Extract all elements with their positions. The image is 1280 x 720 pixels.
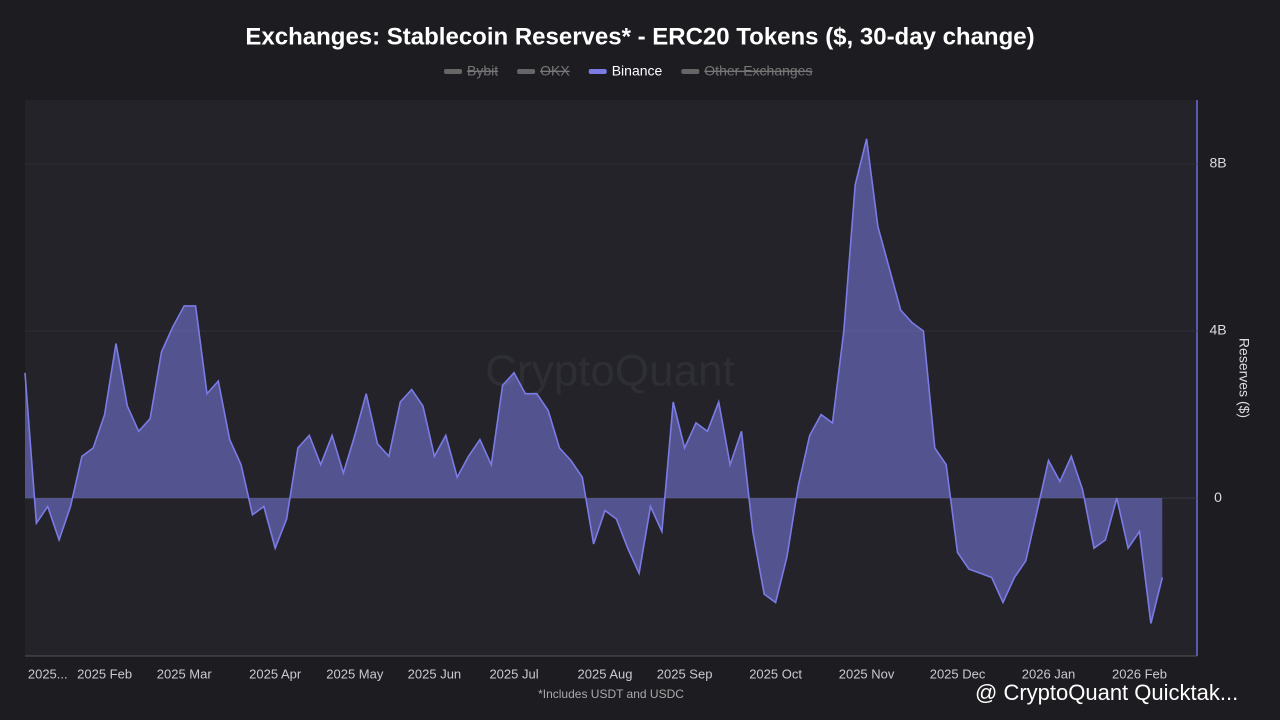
- x-tick-label: 2025 Jun: [408, 666, 462, 681]
- y-tick-label: 8B: [1209, 155, 1226, 171]
- legend-label: OKX: [540, 63, 570, 79]
- x-tick-label: 2025 Jul: [489, 666, 538, 681]
- legend-swatch: [444, 69, 462, 74]
- legend-label: Binance: [612, 63, 663, 79]
- x-tick-label: 2025 Oct: [749, 666, 802, 681]
- legend-label: Bybit: [467, 63, 498, 79]
- legend-swatch: [588, 69, 607, 74]
- chart-title: Exchanges: Stablecoin Reserves* - ERC20 …: [245, 23, 1034, 50]
- x-tick-label: 2025 Aug: [578, 666, 633, 681]
- legend-swatch: [681, 69, 700, 74]
- x-tick-label: 2026 Jan: [1022, 666, 1076, 681]
- x-tick-label: 2026 Feb: [1112, 666, 1167, 681]
- x-tick-label: 2025 Sep: [657, 666, 713, 681]
- x-tick-label: 2025 May: [326, 666, 384, 681]
- watermark: CryptoQuant: [485, 347, 734, 396]
- x-tick-label: 2025...: [28, 666, 68, 681]
- x-tick-label: 2025 Feb: [77, 666, 132, 681]
- y-tick-label: 4B: [1209, 322, 1226, 338]
- legend-swatch: [517, 69, 536, 74]
- y-axis-label: Reserves ($): [1236, 338, 1252, 418]
- line: [24, 138, 1164, 624]
- legend-label: Other Exchanges: [704, 63, 812, 79]
- x-tick-label: 2025 Dec: [930, 666, 986, 681]
- y-tick-label: 0: [1214, 489, 1222, 505]
- footnote: *Includes USDT and USDC: [538, 687, 684, 701]
- credit: @ CryptoQuant Quicktak...: [975, 680, 1238, 705]
- x-tick-label: 2025 Apr: [249, 666, 302, 681]
- area: [25, 138, 1163, 624]
- x-tick-label: 2025 Mar: [157, 666, 213, 681]
- x-tick-label: 2025 Nov: [839, 666, 895, 681]
